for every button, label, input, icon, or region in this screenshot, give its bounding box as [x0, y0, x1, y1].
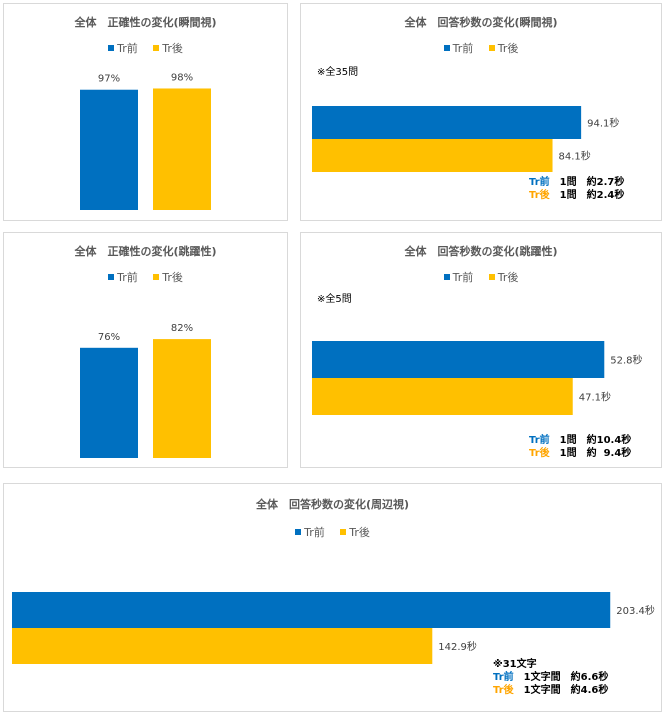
chart-panel-time-peripheral: 全体 回答秒数の変化(周辺視) Tr前 Tr後 203.4秒 142.9秒 ※31…: [3, 483, 662, 712]
legend-item-pre: Tr前: [443, 269, 474, 285]
data-label-pre: 94.1秒: [587, 117, 619, 130]
bar-post: [12, 628, 433, 664]
legend-item-pre: Tr前: [108, 40, 138, 56]
data-label-post: 142.9秒: [438, 640, 477, 653]
chart-legend: Tr前 Tr後: [301, 40, 661, 56]
chart-legend: Tr前 Tr後: [4, 524, 661, 540]
data-label-post: 47.1秒: [579, 391, 611, 404]
summary-line-pre: Tr前 1問 約10.4秒: [529, 434, 631, 447]
summary-key-pre: Tr前: [529, 435, 550, 446]
legend-label-post: Tr後: [497, 42, 519, 55]
summary-text-pre: 1問 約10.4秒: [549, 435, 632, 446]
summary-key-pre: Tr前: [529, 177, 550, 188]
legend-label-pre: Tr前: [304, 526, 325, 539]
legend-item-post: Tr後: [153, 269, 183, 285]
summary-note: ※31文字: [493, 659, 537, 670]
chart-plot: 52.8秒 47.1秒: [312, 341, 643, 415]
summary-line-pre: Tr前 1問 約2.7秒: [529, 176, 624, 189]
legend-label-post: Tr後: [349, 526, 370, 539]
bar-pre: [12, 592, 611, 628]
legend-item-pre: Tr前: [443, 40, 474, 56]
legend-label-pre: Tr前: [452, 42, 474, 55]
legend-item-post: Tr後: [488, 40, 519, 56]
legend-label-pre: Tr前: [117, 271, 138, 284]
chart-legend: Tr前 Tr後: [301, 269, 661, 285]
summary-text-post: 1文字間 約4.6秒: [513, 685, 609, 696]
data-label-pre: 52.8秒: [610, 354, 642, 367]
summary-line-post: Tr後 1問 約 9.4秒: [529, 447, 631, 460]
bar-pre: [80, 347, 138, 458]
chart-summary: ※31文字 Tr前 1文字間 約6.6秒 Tr後 1文字間 約4.6秒: [493, 658, 608, 697]
chart-note: ※全35問: [317, 67, 359, 78]
legend-label-pre: Tr前: [452, 271, 474, 284]
summary-line-post: Tr後 1文字間 約4.6秒: [493, 684, 608, 697]
chart-panel-accuracy-instant: 全体 正確性の変化(瞬間視) Tr前 Tr後 97% 98%: [3, 3, 288, 221]
data-label-pre: 203.4秒: [616, 604, 655, 617]
summary-text-pre: 1問 約2.7秒: [549, 177, 625, 188]
legend-item-pre: Tr前: [295, 524, 325, 540]
summary-key-pre: Tr前: [493, 672, 514, 683]
data-label-post: 82%: [171, 323, 193, 334]
legend-item-post: Tr後: [153, 40, 183, 56]
legend-label-post: Tr後: [497, 271, 519, 284]
chart-plot: 203.4秒 142.9秒: [12, 592, 655, 664]
chart-summary: Tr前 1問 約10.4秒 Tr後 1問 約 9.4秒: [529, 434, 631, 460]
summary-key-post: Tr後: [529, 448, 550, 459]
chart-panel-time-instant: 全体 回答秒数の変化(瞬間視) Tr前 Tr後 ※全35問 94.1秒 84.1秒…: [300, 3, 662, 221]
legend-item-post: Tr後: [488, 269, 519, 285]
legend-item-pre: Tr前: [108, 269, 138, 285]
bar-pre: [312, 106, 582, 139]
chart-legend: Tr前 Tr後: [4, 40, 287, 56]
data-label-post: 98%: [171, 72, 193, 83]
chart-panel-accuracy-jump: 全体 正確性の変化(跳躍性) Tr前 Tr後 76% 82%: [3, 232, 288, 468]
chart-title: 全体 正確性の変化(跳躍性): [74, 245, 217, 258]
chart-legend: Tr前 Tr後: [4, 269, 287, 285]
chart-summary: Tr前 1問 約2.7秒 Tr後 1問 約2.4秒: [529, 176, 624, 202]
chart-panel-time-jump: 全体 回答秒数の変化(跳躍性) Tr前 Tr後 ※全5問 52.8秒 47.1秒 …: [300, 232, 662, 468]
chart-title: 全体 回答秒数の変化(周辺視): [255, 498, 410, 511]
bar-post: [312, 378, 573, 415]
bar-post: [312, 139, 553, 172]
bar-pre: [80, 89, 138, 210]
chart-plot: 76% 82%: [80, 323, 211, 458]
summary-key-post: Tr後: [529, 190, 550, 201]
legend-label-post: Tr後: [162, 271, 183, 284]
data-label-post: 84.1秒: [559, 150, 591, 163]
bar-pre: [312, 341, 605, 378]
summary-line-pre: Tr前 1文字間 約6.6秒: [493, 671, 608, 684]
data-label-pre: 97%: [98, 74, 120, 85]
summary-text-post: 1問 約2.4秒: [549, 190, 625, 201]
bar-post: [153, 88, 211, 210]
summary-text-pre: 1文字間 約6.6秒: [513, 672, 609, 683]
chart-plot: 97% 98%: [80, 72, 211, 210]
chart-title: 全体 回答秒数の変化(瞬間視): [404, 16, 558, 29]
legend-label-pre: Tr前: [117, 42, 138, 55]
chart-plot: 94.1秒 84.1秒: [312, 106, 619, 172]
bar-post: [153, 339, 211, 458]
chart-title: 全体 回答秒数の変化(跳躍性): [404, 245, 558, 258]
summary-text-post: 1問 約 9.4秒: [549, 448, 632, 459]
summary-line-post: Tr後 1問 約2.4秒: [529, 189, 624, 202]
legend-label-post: Tr後: [162, 42, 183, 55]
chart-title: 全体 正確性の変化(瞬間視): [74, 16, 217, 29]
legend-item-post: Tr後: [340, 524, 370, 540]
data-label-pre: 76%: [98, 332, 120, 343]
chart-note: ※全5問: [317, 294, 352, 305]
summary-key-post: Tr後: [493, 685, 514, 696]
